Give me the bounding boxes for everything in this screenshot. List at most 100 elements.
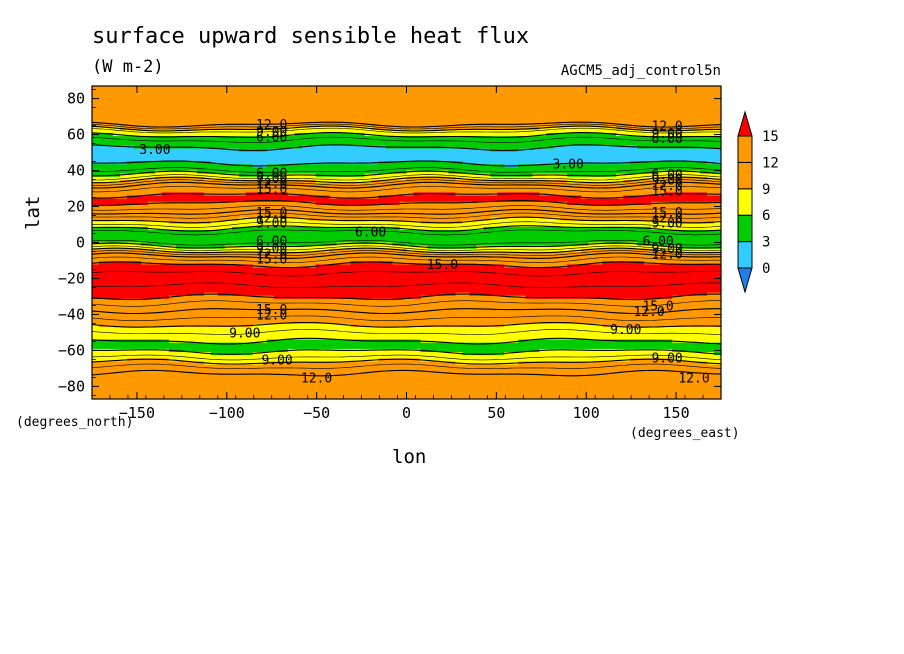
field-cell <box>385 126 394 131</box>
field-cell <box>371 142 380 147</box>
field-cell <box>315 229 324 234</box>
field-cell <box>623 217 631 222</box>
field-cell <box>287 111 296 115</box>
field-cell <box>469 170 477 175</box>
field-cell <box>672 229 680 234</box>
field-cell <box>308 189 317 194</box>
field-cell <box>364 192 373 197</box>
field-cell <box>385 148 394 153</box>
field-cell <box>511 179 519 184</box>
field-cell <box>567 114 575 118</box>
field-cell <box>651 245 659 250</box>
field-cell <box>378 258 387 262</box>
field-cell <box>252 154 261 159</box>
field-cell <box>266 157 275 162</box>
field-cell <box>462 126 470 131</box>
field-cell <box>189 214 198 219</box>
field-cell <box>658 239 666 244</box>
field-cell <box>161 195 170 200</box>
field-cell <box>420 132 429 137</box>
field-cell <box>560 220 568 225</box>
field-cell <box>147 173 156 178</box>
field-cell <box>714 170 721 175</box>
field-cell <box>231 157 240 162</box>
field-cell <box>364 151 373 156</box>
field-cell <box>532 242 540 247</box>
field-cell <box>483 142 491 147</box>
field-cell <box>616 104 624 109</box>
field-cell <box>448 104 457 109</box>
field-cell <box>378 189 387 194</box>
field-cell <box>707 226 715 231</box>
field-cell <box>413 255 422 259</box>
field-cell <box>504 120 512 125</box>
field-cell <box>98 183 107 187</box>
field-cell <box>560 242 568 247</box>
field-cell <box>413 198 422 203</box>
field-cell <box>385 220 394 225</box>
field-cell <box>476 114 484 118</box>
field-cell <box>133 139 142 143</box>
field-cell <box>679 239 687 244</box>
field-cell <box>147 148 156 153</box>
field-cell <box>686 136 694 140</box>
field-cell <box>518 89 526 93</box>
field-cell <box>511 157 519 162</box>
field-cell <box>238 151 247 156</box>
field-cell <box>399 95 408 100</box>
field-cell <box>553 123 561 128</box>
field-cell <box>252 111 261 115</box>
field-cell <box>616 251 624 256</box>
field-cell <box>693 179 701 184</box>
field-cell <box>637 223 645 228</box>
field-cell <box>595 129 603 134</box>
field-cell <box>700 208 708 212</box>
field-cell <box>119 89 128 93</box>
field-cell <box>518 192 526 197</box>
field-cell <box>581 198 589 203</box>
field-cell <box>616 236 624 240</box>
field-cell <box>497 92 505 96</box>
field-cell <box>686 167 694 172</box>
field-cell <box>609 114 617 118</box>
field-cell <box>266 86 275 90</box>
field-cell <box>679 242 687 247</box>
field-cell <box>287 248 296 253</box>
field-cell <box>714 236 721 240</box>
field-cell <box>553 239 561 244</box>
field-cell <box>714 189 721 194</box>
field-cell <box>518 92 526 96</box>
field-cell <box>154 251 163 256</box>
field-cell <box>588 142 596 147</box>
field-cell <box>280 239 289 244</box>
field-cell <box>567 189 575 194</box>
field-cell <box>623 145 631 150</box>
field-cell <box>693 104 701 109</box>
field-cell <box>196 132 205 137</box>
field-cell <box>651 132 659 137</box>
field-cell <box>637 89 645 93</box>
field-cell <box>140 151 149 156</box>
field-cell <box>126 186 135 190</box>
field-cell <box>287 198 296 203</box>
field-cell <box>476 248 484 253</box>
field-cell <box>581 148 589 153</box>
field-cell <box>140 239 149 244</box>
field-cell <box>315 258 324 262</box>
field-cell <box>693 151 701 156</box>
field-cell <box>350 170 359 175</box>
field-cell <box>273 201 282 206</box>
field-cell <box>462 242 470 247</box>
field-cell <box>413 126 422 131</box>
field-cell <box>217 208 226 212</box>
field-cell <box>238 101 247 106</box>
field-cell <box>462 145 470 150</box>
field-cell <box>483 92 491 96</box>
field-cell <box>511 226 519 231</box>
field-cell <box>525 129 533 134</box>
field-cell <box>427 239 436 244</box>
field-cell <box>224 251 233 256</box>
field-cell <box>616 120 624 125</box>
field-cell <box>273 136 282 140</box>
